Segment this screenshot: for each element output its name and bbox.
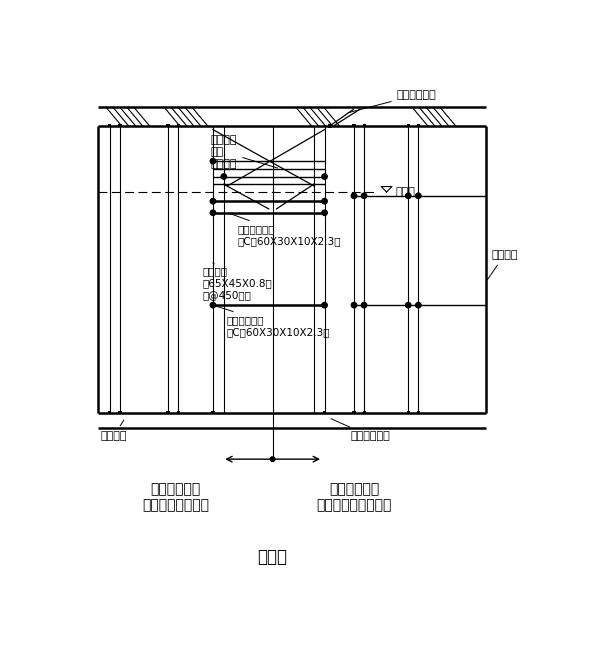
Text: 隣り合う室の
天井高が同じ場合: 隣り合う室の 天井高が同じ場合 [142,482,209,512]
Circle shape [210,159,215,164]
Bar [109,411,112,415]
Circle shape [322,210,327,215]
Text: 取付け用金物: 取付け用金物 [331,419,390,441]
Bar [407,124,410,127]
Bar [211,411,215,415]
Bar [352,124,356,127]
Bar [118,124,121,127]
Bar [362,124,365,127]
Circle shape [322,302,327,308]
Bar [407,411,410,415]
Bar [328,124,332,127]
Text: 開口部補強材
（C－60X30X10X2.3）: 開口部補強材 （C－60X30X10X2.3） [230,214,341,246]
Bar [417,411,420,415]
Circle shape [210,302,215,308]
Circle shape [416,302,421,308]
Bar [417,124,420,127]
Bar [176,411,179,415]
Circle shape [416,193,421,198]
Text: ランナー
　｜
ランナー: ランナー ｜ ランナー [211,135,278,168]
Bar [118,411,121,415]
Circle shape [361,193,367,198]
Circle shape [210,210,215,215]
Text: 隣り合う室の
天井高が異なる場合: 隣り合う室の 天井高が異なる場合 [316,482,392,512]
Circle shape [406,302,411,308]
Circle shape [322,198,327,204]
Circle shape [351,193,357,198]
Text: 取付け用金物: 取付け用金物 [348,90,436,112]
Text: ランナー: ランナー [101,420,127,441]
Circle shape [210,198,215,204]
Text: 開口部補強材
（C－60X30X10X2.3）: 開口部補強材 （C－60X30X10X2.3） [215,306,331,337]
Text: 振れ止め: 振れ止め [487,250,518,280]
Text: 天井面: 天井面 [395,187,415,197]
Bar [166,411,170,415]
Circle shape [351,302,357,308]
Bar [362,411,365,415]
Circle shape [406,193,411,198]
Bar [352,411,356,415]
Bar [166,124,170,127]
Circle shape [221,174,227,179]
Circle shape [271,457,275,462]
Text: 軸　組: 軸 組 [257,548,287,566]
Text: スタッド
（65X45X0.8）
－@450程度: スタッド （65X45X0.8） －@450程度 [203,263,272,300]
Circle shape [322,174,327,179]
Bar [109,124,112,127]
Bar [323,411,326,415]
Bar [176,124,179,127]
Circle shape [361,302,367,308]
